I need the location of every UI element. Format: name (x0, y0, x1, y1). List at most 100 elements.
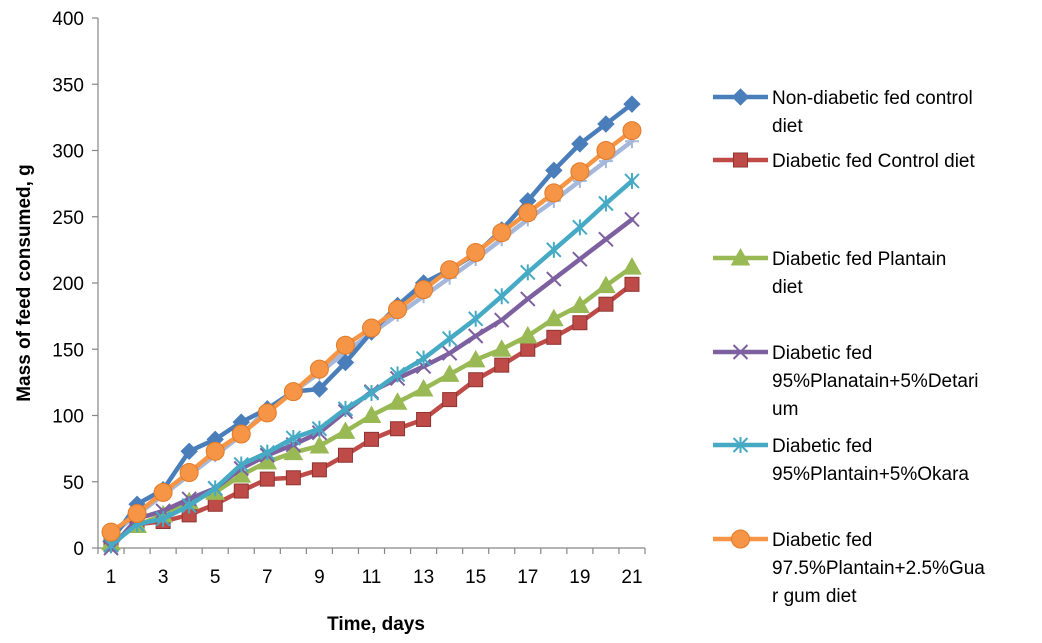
data-point (414, 280, 434, 300)
data-point (570, 295, 590, 314)
legend-label: diet (772, 277, 803, 298)
x-tick-label: 7 (262, 567, 273, 588)
data-point (598, 231, 614, 247)
data-point (494, 312, 510, 328)
data-point (442, 392, 458, 408)
data-point (624, 211, 640, 228)
legend-item: Diabetic fed Plantain diet (713, 247, 946, 298)
data-point (546, 329, 562, 345)
legend-marker (730, 247, 751, 266)
data-point (545, 161, 563, 180)
data-point (520, 341, 536, 357)
data-point (439, 364, 460, 382)
data-point (127, 504, 147, 524)
data-point (285, 430, 302, 447)
data-point (467, 328, 484, 344)
data-point (517, 325, 538, 344)
legend-label: Diabetic fed (772, 530, 872, 551)
data-point (179, 462, 199, 482)
data-point (285, 470, 301, 486)
data-point (571, 135, 589, 153)
data-point (364, 431, 379, 447)
series-2 (103, 276, 640, 552)
data-point (520, 291, 536, 307)
data-point (596, 275, 616, 294)
data-point (441, 345, 458, 361)
data-point (101, 522, 121, 542)
data-point (440, 260, 460, 280)
data-point (283, 442, 304, 461)
x-tick-label: 21 (621, 567, 642, 588)
data-point (231, 424, 251, 444)
data-point (388, 300, 408, 319)
legend-label: Diabetic fed (772, 436, 872, 457)
data-point (283, 382, 303, 402)
y-tick-label: 150 (52, 340, 84, 361)
x-tick-label: 17 (517, 567, 538, 588)
legend-label: diet (772, 116, 803, 137)
y-tick-label: 300 (52, 142, 84, 163)
legend-label: 95%Planatain+5%Detari (772, 371, 979, 392)
data-point (337, 400, 354, 417)
data-point (233, 456, 249, 473)
legend-label: 95%Plantain+5%Okara (772, 464, 969, 485)
y-tick-label: 200 (52, 274, 84, 295)
legend-marker (731, 529, 750, 549)
data-point (466, 243, 486, 263)
data-point (337, 447, 353, 463)
data-point (622, 257, 642, 275)
data-point (596, 141, 616, 160)
data-point (153, 482, 173, 502)
legend-item: Diabetic fed Control diet (713, 151, 975, 172)
legend-item: Diabetic fed 95%Plantain+5%Okara (713, 436, 969, 485)
legend-label: Diabetic fed (772, 343, 872, 364)
data-point (387, 392, 408, 410)
data-point (311, 462, 327, 478)
y-tick-label: 250 (52, 208, 84, 229)
x-axis-title: Time, days (327, 614, 425, 635)
data-point (259, 444, 276, 461)
data-point (335, 421, 356, 439)
legend-label: Diabetic fed Plantain (772, 249, 946, 270)
series-4 (103, 211, 640, 556)
series-line (108, 178, 635, 548)
data-point (518, 203, 538, 223)
legend-label: um (772, 399, 798, 420)
data-point (492, 223, 512, 243)
plot-area (101, 95, 642, 556)
y-tick-label: 400 (52, 9, 84, 30)
data-point (491, 339, 512, 357)
data-point (494, 357, 510, 373)
data-point (467, 310, 484, 327)
data-point (494, 288, 510, 305)
data-point (520, 264, 536, 281)
data-point (362, 318, 381, 338)
data-point (544, 183, 564, 203)
data-point (597, 115, 615, 133)
data-point (622, 121, 642, 141)
legend-item: Diabetic fed 95%Planatain+5%Detari um (713, 343, 979, 420)
data-point (180, 442, 198, 460)
data-point (570, 162, 590, 182)
data-point (311, 420, 328, 437)
data-point (572, 315, 588, 331)
data-point (335, 335, 355, 355)
data-point (413, 378, 434, 397)
data-point (624, 276, 640, 292)
x-tick-label: 19 (569, 567, 590, 588)
data-point (207, 480, 223, 497)
legend-item: Diabetic fed 97.5%Plantain+2.5%Gua r gum d… (713, 529, 985, 607)
data-point (181, 497, 197, 514)
data-point (415, 350, 432, 367)
data-point (309, 359, 329, 379)
legend-label: 97.5%Plantain+2.5%Gua (772, 558, 985, 579)
data-point (336, 353, 355, 372)
data-point (598, 296, 614, 312)
data-point (310, 380, 329, 398)
data-point (363, 384, 380, 401)
data-point (465, 349, 486, 368)
y-tick-label: 100 (52, 407, 84, 428)
